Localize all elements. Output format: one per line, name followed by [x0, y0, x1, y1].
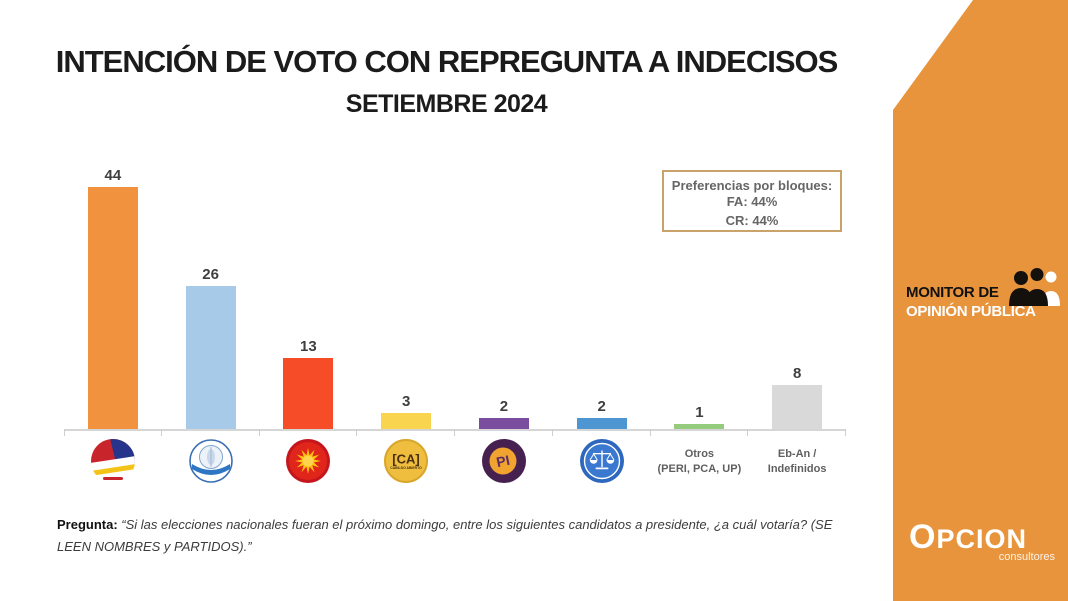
partido-colorado-logo [286, 439, 331, 483]
survey-question-text: “Si las elecciones nacionales fueran el … [57, 517, 833, 555]
bar-value: 1 [695, 403, 704, 421]
bar-group-frente-amplio: 44 [64, 164, 162, 436]
partido-independiente-logo: PI [481, 439, 526, 483]
brand-side-panel: MONITOR DE OPINIÓN PÚBLICA OPCION consul… [893, 0, 1068, 601]
x-axis-labels: [CA] CABILDO ABIERTO PI [64, 431, 846, 484]
bar-partido-nacional [185, 286, 236, 429]
bar-frente-amplio [87, 187, 138, 429]
bar-group-partido-independiente: 2 [455, 164, 553, 436]
x-slot-partido-nacional [162, 431, 260, 484]
bloc-preference-fa: FA: 44% [726, 194, 778, 209]
x-label-ebdo-indefinidos: Eb-An / Indefinidos [767, 448, 827, 475]
bar-chart: 44 26 13 3 2 2 [64, 164, 846, 484]
bar-group-identidad-soberana: 2 [553, 164, 651, 436]
x-slot-ebdo-indefinidos: Eb-An / Indefinidos [748, 431, 846, 484]
bar-plot-area: 44 26 13 3 2 2 [64, 164, 846, 436]
monitor-line2: OPINIÓN PÚBLICA [906, 302, 1036, 320]
bar-value: 3 [401, 392, 411, 410]
monitor-line1: MONITOR DE [906, 284, 999, 301]
bloc-preferences-title: Preferencias por bloques: [671, 178, 833, 193]
bar-cabildo-abierto [381, 412, 432, 429]
identidad-soberana-logo [579, 439, 624, 483]
survey-question: Pregunta: “Si las elecciones nacionales … [57, 514, 857, 558]
bar-value: 44 [104, 167, 122, 184]
monitor-heading: MONITOR DE OPINIÓN PÚBLICA [906, 268, 1060, 322]
page-title: INTENCIÓN DE VOTO CON REPREGUNTA A INDEC… [55, 44, 839, 79]
people-group-icon [1009, 268, 1060, 306]
bar-value: 2 [499, 398, 509, 415]
bar-group-ebdo-indefinidos: 8 [748, 164, 846, 436]
x-slot-otros: Otros (PERI, PCA, UP) [651, 431, 749, 484]
bar-value: 8 [792, 365, 802, 382]
bar-group-partido-nacional: 26 [162, 164, 260, 436]
svg-text:CABILDO ABIERTO: CABILDO ABIERTO [390, 466, 422, 470]
bar-identidad-soberana [576, 418, 627, 429]
bar-ebdo-indefinidos [772, 385, 823, 429]
x-slot-partido-independiente: PI [455, 431, 553, 484]
survey-question-label: Pregunta: [57, 517, 118, 532]
bar-value: 2 [597, 398, 606, 415]
bar-otros [674, 423, 725, 429]
partido-nacional-logo [188, 439, 233, 483]
page-subtitle: SETIEMBRE 2024 [345, 90, 548, 118]
opcion-tagline: consultores [998, 551, 1055, 563]
opcion-wordmark: OPCION [909, 518, 1027, 556]
bar-group-otros: 1 [651, 164, 749, 436]
opcion-logo: OPCION consultores [909, 518, 1057, 564]
cabildo-abierto-logo: [CA] CABILDO ABIERTO [384, 439, 429, 483]
bloc-preferences-box: Preferencias por bloques: FA: 44% CR: 44… [662, 170, 842, 232]
bar-partido-independiente [478, 418, 529, 429]
bloc-preference-cr: CR: 44% [725, 212, 779, 228]
svg-text:[CA]: [CA] [392, 452, 419, 467]
bar-partido-colorado [283, 357, 334, 429]
x-slot-partido-colorado [260, 431, 358, 484]
bar-group-partido-colorado: 13 [260, 164, 358, 436]
frente-amplio-logo [90, 439, 135, 483]
bar-value: 26 [202, 266, 219, 283]
x-slot-identidad-soberana [553, 431, 651, 484]
x-slot-cabildo-abierto: [CA] CABILDO ABIERTO [357, 431, 455, 484]
x-label-otros: Otros (PERI, PCA, UP) [657, 448, 742, 475]
x-slot-frente-amplio [64, 431, 162, 484]
bar-value: 13 [300, 337, 317, 355]
svg-text:PI: PI [495, 452, 511, 470]
bar-group-cabildo-abierto: 3 [357, 164, 455, 436]
